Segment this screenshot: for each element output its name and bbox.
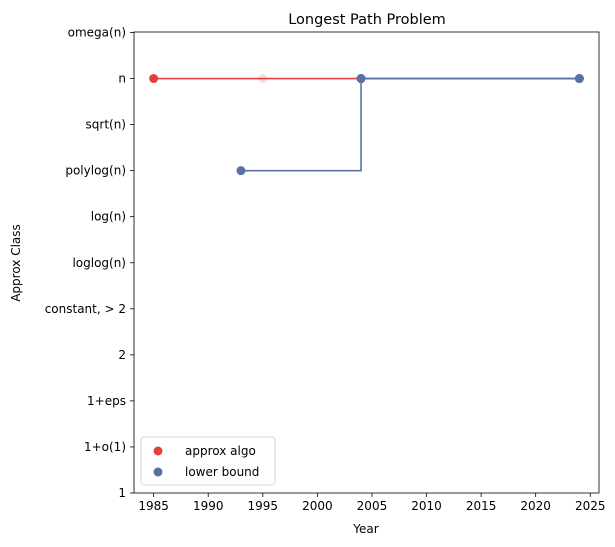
- legend: approx algo lower bound: [140, 436, 276, 486]
- legend-marker: [153, 446, 163, 456]
- x-tick-label: 2015: [466, 499, 497, 513]
- series-point-1: [236, 166, 246, 176]
- y-tick-label: 2: [118, 348, 126, 362]
- y-tick-label: sqrt(n): [86, 118, 126, 132]
- series-layer: [149, 74, 584, 176]
- y-tick-label: 1+o(1): [84, 440, 126, 454]
- y-axis: 1 1+o(1) 1+eps 2 constant, > 2 loglog(n) log(n…: [45, 26, 134, 500]
- x-tick-label: 1995: [248, 499, 279, 513]
- series-point-1: [356, 74, 366, 84]
- x-axis: 1985 1990 1995 2000 2005 2010 2015 2020 2025: [138, 493, 606, 513]
- series-point-1: [574, 74, 584, 84]
- legend-label: lower bound: [185, 465, 259, 479]
- x-tick-label: 1985: [138, 499, 169, 513]
- y-tick-label: polylog(n): [65, 164, 126, 178]
- plot-frame: [133, 31, 600, 494]
- y-tick-label: constant, > 2: [45, 302, 126, 316]
- y-axis-label: Approx Class: [9, 224, 23, 302]
- x-tick-label: 2020: [520, 499, 551, 513]
- y-tick-label: loglog(n): [72, 256, 126, 270]
- y-tick-label: omega(n): [68, 26, 126, 40]
- y-tick-label: 1+eps: [87, 394, 126, 408]
- x-axis-label: Year: [352, 522, 378, 536]
- y-tick-label: n: [118, 72, 126, 86]
- x-tick-label: 2025: [575, 499, 606, 513]
- chart-title: Longest Path Problem: [288, 12, 446, 28]
- series-point-0: [149, 74, 159, 84]
- series-point-0: [258, 74, 268, 84]
- x-tick-label: 2000: [302, 499, 333, 513]
- y-tick-label: 1: [118, 486, 126, 500]
- x-tick-label: 2010: [411, 499, 442, 513]
- legend-marker: [153, 467, 163, 477]
- legend-box: [140, 436, 276, 486]
- x-tick-label: 2005: [357, 499, 388, 513]
- legend-label: approx algo: [185, 444, 256, 458]
- y-tick-label: log(n): [91, 210, 126, 224]
- plot-area: [133, 31, 600, 494]
- x-tick-label: 1990: [193, 499, 224, 513]
- series-line-1: [240, 77, 580, 172]
